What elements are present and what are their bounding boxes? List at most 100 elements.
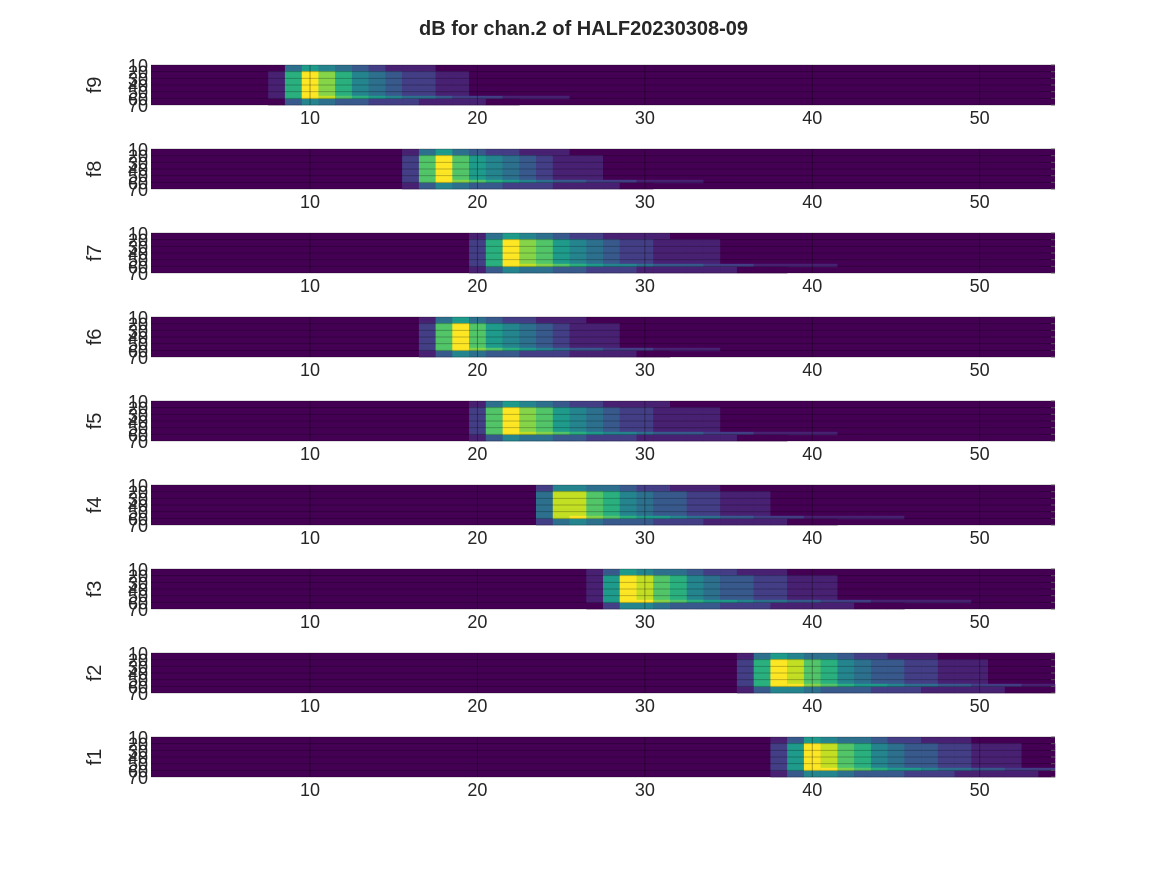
- heatmap-cell: [586, 320, 604, 324]
- heatmap-cell: [485, 422, 503, 426]
- heatmap-cell: [536, 347, 553, 352]
- heatmap-cell: [519, 95, 537, 100]
- heatmap-cell: [502, 422, 520, 426]
- heatmap-cell: [586, 521, 604, 526]
- heatmap-cell: [870, 659, 888, 663]
- heatmap-cell: [469, 164, 487, 168]
- heatmap-cell: [603, 605, 620, 610]
- heatmap-cell: [820, 689, 838, 694]
- heatmap-cell: [803, 686, 821, 691]
- heatmap-cell: [820, 752, 838, 756]
- heatmap-cell: [502, 434, 520, 439]
- heatmap-cell: [619, 494, 637, 498]
- heatmap-cell: [870, 602, 888, 607]
- heatmap-cell: [703, 347, 721, 352]
- heatmap-cell: [988, 746, 1005, 750]
- heatmap-cell: [586, 410, 604, 414]
- heatmap-cell: [670, 572, 687, 576]
- heatmap-cell: [820, 593, 838, 597]
- heatmap-cell: [870, 773, 888, 778]
- heatmap-cell: [569, 248, 587, 252]
- x-tick-label: 10: [300, 360, 320, 380]
- heatmap-cell: [1021, 761, 1039, 765]
- heatmap-cell: [402, 152, 420, 156]
- heatmap-cell: [452, 182, 470, 187]
- heatmap-cell: [402, 80, 420, 84]
- heatmap-cell: [753, 653, 771, 657]
- heatmap-cell: [870, 683, 888, 688]
- heatmap-cell: [854, 671, 872, 675]
- y-tick-label: 50: [128, 503, 148, 523]
- heatmap-cell: [854, 683, 872, 688]
- heatmap-cell: [803, 665, 821, 669]
- heatmap-cell: [603, 587, 620, 591]
- heatmap-cell: [536, 266, 553, 271]
- heatmap-cell: [686, 239, 704, 243]
- heatmap-cell: [820, 761, 838, 765]
- heatmap-cell: [301, 68, 319, 72]
- heatmap-cell: [720, 569, 738, 573]
- heatmap-cell: [552, 491, 570, 495]
- heatmap-cell: [837, 671, 855, 675]
- heatmap-cell: [736, 584, 754, 588]
- heatmap-cell: [670, 596, 687, 601]
- heatmap-cell: [552, 245, 570, 249]
- heatmap-cell: [736, 416, 754, 420]
- y-tick-label: 10: [128, 392, 148, 412]
- heatmap-cell: [820, 668, 838, 672]
- heatmap-cell: [619, 419, 637, 423]
- heatmap-cell: [569, 179, 587, 184]
- heatmap-cell: [552, 497, 570, 501]
- heatmap-cell: [502, 419, 520, 423]
- heatmap-cell: [469, 257, 487, 261]
- heatmap-cell: [469, 179, 487, 184]
- heatmap-cell: [720, 584, 738, 588]
- heatmap-cell: [402, 164, 420, 168]
- heatmap-cell: [485, 170, 503, 174]
- heatmap-cell: [636, 587, 654, 591]
- heatmap-cell: [435, 332, 453, 336]
- heatmap-cell: [887, 668, 905, 672]
- heatmap-cell: [770, 497, 788, 501]
- heatmap-cell: [837, 653, 855, 657]
- heatmap-cell: [720, 668, 738, 672]
- heatmap-cell: [586, 269, 604, 274]
- heatmap-cell: [653, 503, 671, 507]
- heatmap-cell: [469, 185, 487, 190]
- heatmap-cell: [954, 746, 972, 750]
- heatmap-cell: [552, 320, 570, 324]
- heatmap-cell: [988, 752, 1005, 756]
- y-axis-label: f3: [84, 581, 106, 598]
- heatmap-cell: [803, 773, 821, 778]
- heatmap-cell: [402, 71, 420, 75]
- heatmap-cell: [636, 404, 654, 408]
- heatmap-cell: [770, 767, 788, 772]
- heatmap-cell: [552, 173, 570, 177]
- heatmap-cell: [402, 98, 420, 103]
- heatmap-cell: [820, 743, 838, 747]
- heatmap-cell: [921, 671, 939, 675]
- y-tick-label: 70: [128, 600, 148, 620]
- heatmap-cell: [887, 740, 905, 744]
- heatmap-cell: [854, 599, 872, 604]
- heatmap-cell: [803, 683, 821, 688]
- heatmap-cell: [603, 578, 620, 582]
- heatmap-cell: [854, 575, 872, 579]
- heatmap-cell: [703, 248, 721, 252]
- heatmap-cell: [736, 599, 754, 604]
- heatmap-cell: [787, 605, 805, 610]
- heatmap-cell: [569, 236, 587, 240]
- heatmap-cell: [736, 569, 754, 573]
- heatmap-cell: [870, 665, 888, 669]
- heatmap-cell: [653, 419, 671, 423]
- heatmap-cell: [586, 437, 604, 442]
- heatmap-cell: [988, 740, 1005, 744]
- heatmap-cell: [519, 503, 537, 507]
- heatmap-cell: [803, 263, 821, 268]
- heatmap-cell: [536, 242, 553, 246]
- y-tick-label: 10: [128, 140, 148, 160]
- heatmap-cell: [552, 518, 570, 523]
- heatmap-cell: [1004, 683, 1022, 688]
